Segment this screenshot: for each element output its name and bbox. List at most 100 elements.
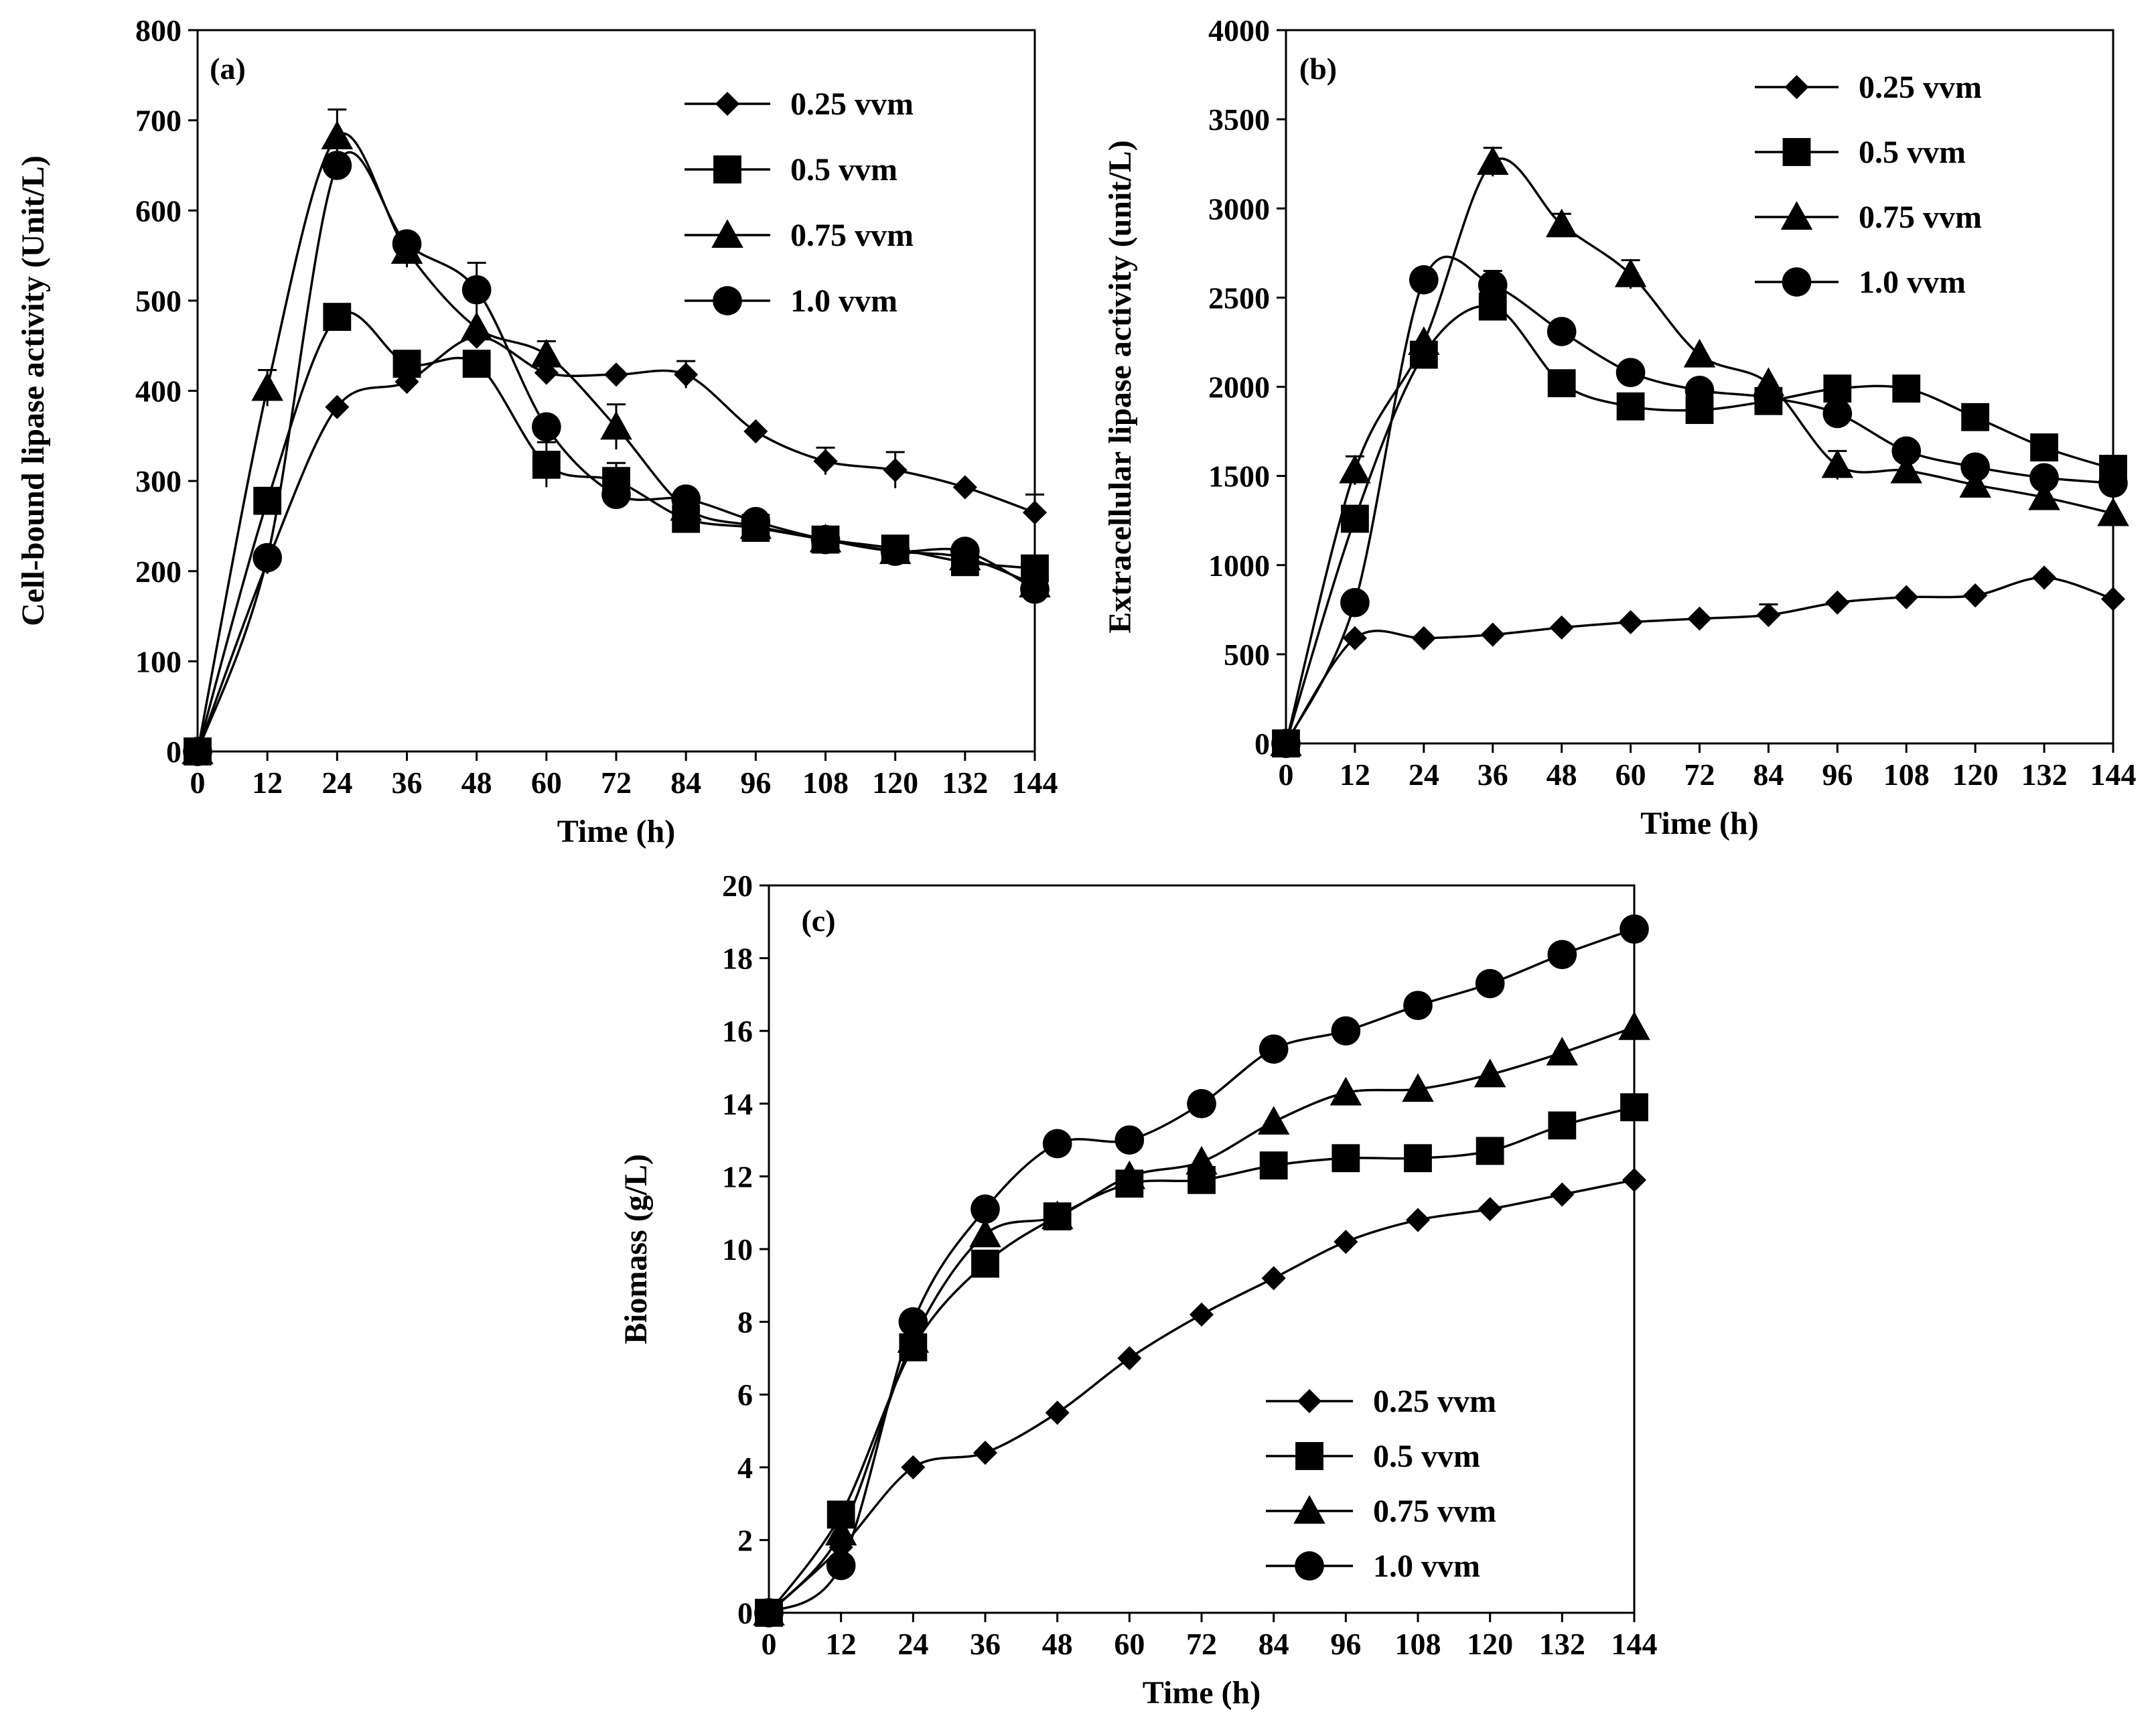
data-point: [2028, 481, 2060, 510]
data-point: [1476, 1137, 1504, 1165]
data-point: [950, 536, 980, 566]
data-point: [1405, 1208, 1431, 1232]
y-tick-label: 20: [722, 869, 753, 903]
y-tick-label: 3500: [1208, 102, 1270, 137]
x-tick-label: 12: [1340, 757, 1370, 792]
panel-label: (c): [801, 904, 835, 938]
data-point: [898, 1307, 928, 1337]
y-tick-label: 10: [722, 1232, 753, 1267]
series-line: [1285, 304, 2114, 744]
x-tick-label: 132: [1539, 1627, 1585, 1661]
y-tick-label: 700: [135, 104, 182, 138]
data-point: [1478, 270, 1508, 300]
data-point: [1550, 1182, 1575, 1207]
data-point: [323, 303, 352, 332]
x-tick-label: 132: [2021, 757, 2068, 792]
series-1-0-vvm: [183, 151, 1050, 766]
data-point: [741, 506, 771, 536]
legend-marker: [1782, 267, 1812, 297]
data-point: [1045, 1400, 1070, 1425]
legend-marker: [1784, 74, 1809, 100]
data-point: [1547, 369, 1576, 398]
data-point: [1475, 968, 1505, 999]
data-point: [1547, 317, 1577, 346]
legend: 0.25 vvm 0.5 vvm 0.75 vvm 1.0 vvm: [1266, 1384, 1496, 1584]
data-point: [1331, 1016, 1361, 1046]
data-point: [1042, 1129, 1072, 1159]
data-point: [2032, 565, 2057, 590]
legend-marker: [1782, 138, 1811, 166]
x-tick-label: 108: [1883, 757, 1930, 792]
x-tick-label: 120: [1467, 1627, 1513, 1661]
y-axis-title: Cell-bound lipase activity (Unit/L): [15, 155, 51, 626]
data-point: [1618, 1011, 1650, 1040]
data-point: [1113, 1160, 1146, 1189]
y-tick-label: 3000: [1208, 192, 1270, 226]
data-point: [1187, 1088, 1216, 1118]
y-tick-label: 500: [1224, 638, 1270, 672]
data-point: [1329, 1076, 1362, 1106]
data-point: [1890, 454, 1922, 484]
data-point: [461, 275, 492, 305]
legend-marker: [1295, 1442, 1323, 1470]
y-tick-label: 18: [722, 942, 753, 976]
data-point: [1404, 1144, 1432, 1173]
data-point: [530, 338, 563, 368]
data-point: [1549, 615, 1574, 640]
data-point: [971, 1194, 1000, 1224]
y-tick-label: 8: [737, 1305, 753, 1340]
x-tick-label: 48: [461, 766, 492, 800]
data-point: [1620, 914, 1649, 944]
y-tick-label: 2: [737, 1523, 753, 1557]
data-point: [1684, 375, 1715, 405]
data-point: [1825, 590, 1850, 615]
x-tick-label: 144: [2090, 757, 2137, 792]
series-line: [1285, 576, 2114, 744]
legend-marker: [715, 91, 740, 117]
data-point: [253, 543, 283, 573]
y-tick-label: 12: [722, 1159, 753, 1194]
data-point: [1821, 449, 1854, 478]
x-tick-label: 36: [1478, 757, 1508, 792]
data-point: [1616, 392, 1645, 421]
data-point: [1756, 603, 1781, 628]
plot-frame: [196, 29, 1036, 753]
data-point: [901, 1455, 926, 1480]
series-line: [768, 928, 1635, 1614]
y-tick-label: 300: [135, 464, 182, 498]
legend-marker: [1297, 1388, 1322, 1414]
x-tick-label: 36: [970, 1627, 1001, 1661]
legend-marker: [713, 286, 742, 315]
data-point: [969, 1218, 1001, 1248]
data-point: [754, 1598, 784, 1628]
series-line: [1285, 157, 2114, 744]
data-point: [1115, 1125, 1145, 1155]
y-tick-label: 2500: [1208, 281, 1270, 315]
data-point: [810, 524, 841, 555]
x-axis-title: Time (h): [1640, 806, 1758, 841]
data-point: [1614, 259, 1647, 287]
y-tick-label: 0: [166, 735, 182, 769]
data-point: [671, 484, 701, 514]
x-tick-label: 72: [1684, 757, 1715, 792]
data-point: [952, 475, 977, 500]
y-tick-label: 600: [135, 194, 182, 228]
x-tick-label: 60: [531, 766, 562, 800]
legend-marker: [1293, 1495, 1325, 1524]
data-point: [1271, 729, 1301, 758]
legend-label: 1.0 vvm: [1859, 265, 1966, 300]
data-point: [1753, 382, 1784, 413]
data-point: [743, 419, 768, 444]
y-tick-label: 100: [135, 644, 182, 678]
x-tick-label: 60: [1114, 1627, 1145, 1661]
y-tick-label: 6: [737, 1378, 753, 1412]
legend-marker: [711, 219, 743, 248]
legend: 0.25 vvm 0.5 vvm 0.75 vvm 1.0 vvm: [685, 86, 914, 319]
y-tick-label: 0: [1254, 727, 1270, 761]
data-point: [883, 457, 908, 483]
data-point: [1545, 208, 1578, 238]
chart-panel-b: 0 500 1000 1500 2000 2500 3000 3500 4000 0 12 24 36 4…: [1102, 13, 2137, 841]
series-0-25-vvm: [185, 324, 1048, 764]
x-tick-label: 48: [1042, 1627, 1073, 1661]
